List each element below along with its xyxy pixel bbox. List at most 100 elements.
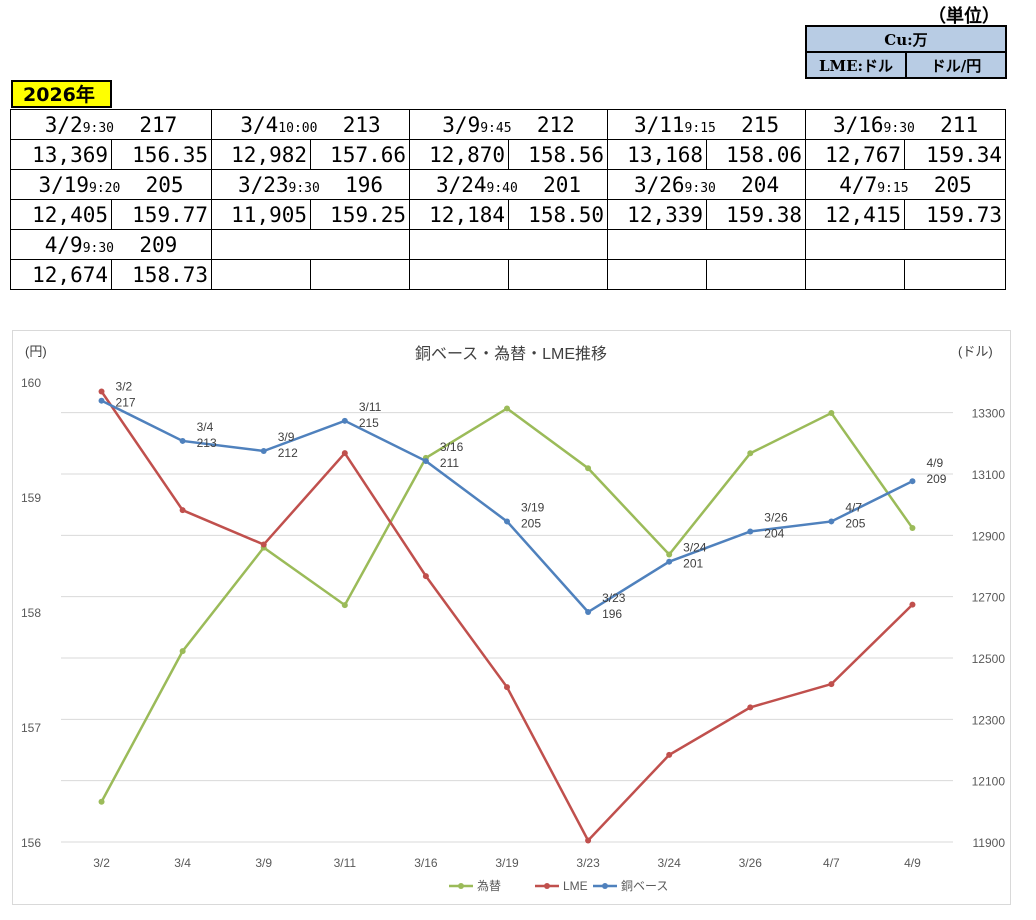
data-label-value: 205 (521, 516, 541, 530)
quote-fx: 158.56 (508, 139, 609, 170)
quote-date-cell: 3/99:45 212 (409, 109, 609, 140)
legend-marker (458, 883, 464, 889)
data-point (422, 573, 429, 580)
quote-date: 3/26 (633, 172, 685, 197)
quote-date-cell: 3/29:30 217 (9, 109, 213, 140)
data-label-date: 4/9 (926, 456, 943, 470)
legend-label: 銅ベース (621, 879, 668, 893)
data-point (666, 551, 673, 558)
data-label-date: 3/16 (440, 440, 464, 454)
quote-time: 9:30 (883, 120, 915, 136)
quote-date: 3/2 (44, 112, 83, 137)
quote-lme: 12,339 (607, 199, 708, 230)
data-label-date: 4/7 (845, 500, 862, 514)
data-label-value: 211 (440, 456, 459, 470)
quote-date-cell: 4/99:30 209 (9, 229, 213, 260)
quote-time: 9:30 (82, 120, 115, 136)
left-tick-label: 158 (21, 606, 41, 620)
data-label-value: 213 (197, 436, 217, 450)
quote-date: 4/9 (44, 232, 83, 257)
data-point (666, 558, 673, 565)
data-label-value: 212 (278, 446, 298, 460)
quote-time: 10:00 (278, 120, 318, 136)
left-tick-label: 159 (21, 491, 41, 505)
data-label-value: 205 (845, 516, 865, 530)
quote-fx: 159.77 (110, 199, 213, 230)
quote-fx (508, 259, 609, 290)
quote-date: 3/24 (435, 172, 487, 197)
quote-lme: 12,405 (10, 199, 112, 230)
chart-title: 銅ベース・為替・LME推移 (415, 345, 607, 363)
data-label-date: 3/4 (197, 420, 214, 434)
unit-fx: ドル/円 (905, 51, 1007, 79)
quote-date: 4/7 (839, 172, 878, 197)
unit-lme: LME:ドル (805, 51, 907, 79)
quote-base: 201 (543, 172, 582, 197)
data-point (909, 478, 916, 485)
data-point (341, 417, 348, 424)
quote-time: 9:20 (89, 180, 121, 196)
data-point (341, 602, 348, 609)
data-point (828, 518, 835, 525)
data-point (260, 448, 267, 454)
legend-marker (602, 883, 608, 889)
legend-label: LME (563, 879, 588, 893)
data-label-date: 3/9 (278, 430, 295, 444)
left-tick-label: 156 (21, 836, 41, 850)
right-tick-label: 12900 (972, 529, 1006, 543)
quote-base: 212 (536, 112, 575, 137)
data-point (585, 465, 592, 472)
data-label-value: 204 (764, 527, 784, 541)
quote-time: 9:30 (288, 180, 320, 196)
quote-date-cell: 3/119:15 215 (607, 109, 807, 140)
quote-date: 3/19 (38, 172, 90, 197)
data-point (98, 798, 105, 805)
unit-table: Cu:万 LME:ドル ドル/円 (805, 25, 1007, 79)
quote-fx: 158.73 (110, 259, 213, 290)
data-point (828, 681, 835, 688)
quote-time: 9:30 (82, 240, 115, 256)
data-point (909, 525, 916, 532)
data-point (260, 541, 267, 548)
left-axis-label: (円) (25, 344, 47, 359)
right-axis-label: (ドル) (958, 344, 993, 359)
quote-fx: 159.38 (706, 199, 807, 230)
x-tick-label: 3/23 (576, 856, 600, 870)
quote-base: 217 (139, 112, 178, 137)
left-tick-label: 157 (21, 721, 41, 735)
quote-base: 213 (342, 112, 381, 137)
quote-lme: 13,369 (10, 139, 112, 170)
x-tick-label: 4/7 (823, 856, 840, 870)
quote-lme (211, 259, 312, 290)
quote-date-cell: 4/79:15 205 (805, 169, 1007, 200)
quote-date-cell: 3/269:30 204 (607, 169, 807, 200)
quote-lme (805, 259, 906, 290)
quote-lme: 11,905 (211, 199, 312, 230)
quote-base: 204 (741, 172, 780, 197)
quote-date: 3/11 (633, 112, 685, 137)
right-tick-label: 13100 (972, 468, 1006, 482)
x-tick-label: 3/9 (255, 856, 272, 870)
chart-area: (円) (ドル) 銅ベース・為替・LME推移 156 157 158 159 160 11900… (12, 330, 1011, 905)
quote-time: 9:15 (877, 180, 909, 196)
quote-time: 9:30 (684, 180, 716, 196)
quote-fx: 159.25 (310, 199, 411, 230)
data-label-value: 217 (116, 396, 136, 410)
right-tick-label: 12100 (972, 775, 1006, 789)
legend-marker (544, 883, 550, 889)
data-label-value: 215 (359, 416, 379, 430)
x-tick-label: 3/11 (334, 856, 357, 870)
data-label-date: 3/23 (602, 591, 626, 605)
data-point (341, 450, 348, 457)
quote-lme: 12,767 (805, 139, 906, 170)
data-point (747, 450, 754, 457)
data-label-date: 3/19 (521, 500, 545, 514)
quote-date-cell (805, 229, 1007, 260)
quote-fx: 158.50 (508, 199, 609, 230)
quote-date-cell: 3/239:30 196 (211, 169, 411, 200)
quote-date-cell: 3/410:00 213 (211, 109, 411, 140)
quote-fx: 158.06 (706, 139, 807, 170)
quote-time: 9:40 (486, 180, 518, 196)
quote-lme (409, 259, 510, 290)
data-point (828, 410, 835, 417)
